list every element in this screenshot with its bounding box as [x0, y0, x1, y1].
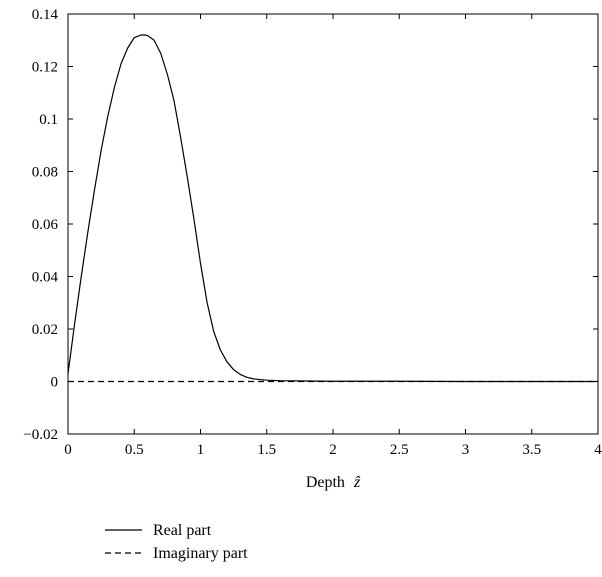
- legend-label: Imaginary part: [153, 545, 248, 562]
- y-tick-label: 0.14: [32, 7, 59, 23]
- legend-label: Real part: [153, 522, 212, 539]
- x-axis-symbol: ẑ: [353, 474, 361, 491]
- y-ticks: −0.02 0 0.02 0.04 0.06 0.08 0.1 0.12 0.14: [23, 7, 598, 443]
- x-axis-title-text: Depth: [306, 474, 345, 491]
- y-tick-label: 0.02: [32, 322, 58, 338]
- x-ticks: 0 0.5 1 1.5 2 2.5 3 3.5 4: [64, 14, 602, 458]
- x-axis-title: Depth ẑ: [306, 474, 361, 491]
- x-tick-label: 0: [64, 442, 72, 458]
- y-tick-label: 0.08: [32, 165, 58, 181]
- x-tick-label: 4: [594, 442, 602, 458]
- x-tick-label: 1: [197, 442, 205, 458]
- x-tick-label: 1.5: [257, 442, 276, 458]
- y-tick-label: 0.12: [32, 60, 58, 76]
- y-tick-label: −0.02: [23, 427, 58, 443]
- x-tick-label: 0.5: [125, 442, 144, 458]
- plot-frame: [67, 13, 599, 435]
- y-tick-label: 0.04: [32, 270, 59, 286]
- plot-lines: [67, 34, 598, 383]
- y-tick-label: 0.1: [39, 112, 58, 128]
- y-tick-label: 0: [51, 375, 59, 391]
- x-tick-label: 2.5: [390, 442, 409, 458]
- legend: Real part Imaginary part: [105, 522, 248, 562]
- x-tick-label: 3.5: [522, 442, 541, 458]
- series-line-real-part: [67, 34, 598, 383]
- y-tick-label: 0.06: [32, 217, 59, 233]
- x-tick-label: 3: [462, 442, 470, 458]
- x-tick-label: 2: [329, 442, 337, 458]
